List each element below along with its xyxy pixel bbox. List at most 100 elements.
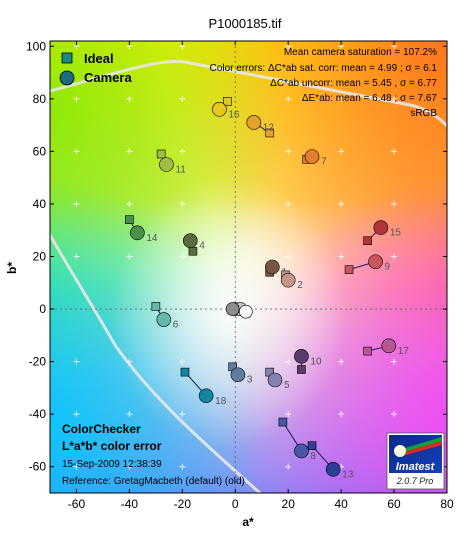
y-tick-label: -20 <box>29 355 47 369</box>
patch-12: 12 <box>246 115 274 138</box>
patch-5: 5 <box>265 367 290 391</box>
grid-cross <box>73 411 80 418</box>
patch-label: 18 <box>215 396 227 407</box>
grid-cross <box>338 148 345 155</box>
legend: Ideal Camera <box>59 51 132 86</box>
grid-cross <box>179 463 186 470</box>
gamut-boundary-top <box>50 59 447 128</box>
patch-label: 16 <box>228 109 240 120</box>
badge-stripe-green <box>402 437 442 452</box>
grid-cross <box>285 463 292 470</box>
legend-camera-marker <box>59 70 75 86</box>
axis-ticks: -60 -40 -20 0 20 40 60 80 -60 -40 -20 0 20 40 60 80 100 <box>26 39 454 511</box>
info-line-4: ΔE*ab: mean = 6.48 ; σ = 7.67 <box>302 93 438 104</box>
patch-8: 8 <box>278 417 316 462</box>
patch-4: 4 <box>182 233 205 256</box>
patch-17: 17 <box>363 338 409 357</box>
gamut-boundary-bottom <box>50 234 261 493</box>
grid-cross <box>73 463 80 470</box>
legend-ideal-label: Ideal <box>84 51 114 66</box>
patch-label: 5 <box>284 380 290 391</box>
patch-label: 15 <box>390 228 402 239</box>
camera-point <box>267 372 283 388</box>
patch-label: 2 <box>297 280 303 291</box>
patch-15: 15 <box>363 220 402 246</box>
grid-cross <box>126 200 133 207</box>
ideal-point <box>278 417 288 427</box>
x-tick-label: 40 <box>334 497 348 511</box>
camera-point <box>159 157 174 172</box>
grid-cross <box>179 200 186 207</box>
x-tick-label: -20 <box>174 497 192 511</box>
patch-label: 7 <box>321 157 327 168</box>
footer-line-1: ColorChecker <box>62 422 141 436</box>
badge-stripe-red <box>404 441 442 455</box>
grid-cross <box>126 95 133 102</box>
ideal-point <box>180 367 190 377</box>
imatest-badge: Imatest 2.0.7 Pro <box>386 432 445 490</box>
patch-label: 13 <box>342 469 354 480</box>
grid-cross <box>73 358 80 365</box>
camera-point <box>325 462 341 477</box>
y-tick-label: 80 <box>33 92 47 106</box>
camera-point <box>373 220 389 235</box>
grid-cross <box>338 358 345 365</box>
grid-cross <box>179 95 186 102</box>
grid-cross <box>285 200 292 207</box>
x-tick-label: 60 <box>387 497 401 511</box>
footer-text: ColorChecker L*a*b* color error 15-Sep-2… <box>62 422 245 487</box>
legend-ideal-marker <box>61 52 73 64</box>
grid-cross <box>179 253 186 260</box>
grid-cross <box>391 358 398 365</box>
camera-point <box>230 367 246 383</box>
neutral-patch-4 <box>225 302 240 316</box>
patch-16: 16 <box>212 97 240 120</box>
badge-sun-icon <box>394 445 406 457</box>
camera-point <box>198 388 214 404</box>
camera-point <box>368 254 383 270</box>
camera-point <box>294 349 309 364</box>
patch-7: 7 <box>302 149 327 168</box>
chart-title: P1000185.tif <box>208 16 281 31</box>
grid-cross <box>73 200 80 207</box>
grid-cross <box>126 148 133 155</box>
patch-14: 14 <box>125 215 158 244</box>
x-tick-label: 0 <box>232 497 239 511</box>
patch-label: 4 <box>199 241 205 252</box>
x-axis-label: a* <box>242 515 254 529</box>
badge-version: 2.0.7 Pro <box>396 476 434 486</box>
patch-6: 6 <box>151 302 179 331</box>
grid-cross <box>285 95 292 102</box>
grid-cross <box>338 253 345 260</box>
y-tick-label: 0 <box>39 302 46 316</box>
grid-cross <box>391 148 398 155</box>
patch-label: 8 <box>310 451 316 462</box>
grid-cross <box>126 253 133 260</box>
ideal-point <box>223 97 232 106</box>
patch-label: 14 <box>146 233 158 244</box>
data-marks: 123456789101112131415161718 <box>125 97 409 480</box>
camera-point <box>265 259 280 275</box>
camera-point <box>182 233 198 249</box>
patch-9: 9 <box>344 254 391 274</box>
camera-point <box>212 102 227 117</box>
camera-point <box>381 338 397 354</box>
footer-reference: Reference: GretagMacbeth (default) (old) <box>62 476 245 487</box>
patch-label: 3 <box>247 375 253 386</box>
grid-cross <box>126 358 133 365</box>
grid-cross <box>179 148 186 155</box>
y-tick-label: 20 <box>33 249 47 263</box>
grid-cross <box>391 95 398 102</box>
camera-point <box>130 225 145 241</box>
camera-point <box>246 115 262 130</box>
zero-axes <box>50 41 447 493</box>
patch-11: 11 <box>156 149 186 176</box>
grid-cross <box>338 95 345 102</box>
grid-cross <box>179 358 186 365</box>
x-tick-label: -40 <box>121 497 139 511</box>
ideal-point <box>363 346 372 356</box>
patch-10: 10 <box>294 349 322 374</box>
legend-camera-label: Camera <box>84 70 132 85</box>
patch-3: 3 <box>228 362 253 386</box>
grid-cross <box>391 253 398 260</box>
